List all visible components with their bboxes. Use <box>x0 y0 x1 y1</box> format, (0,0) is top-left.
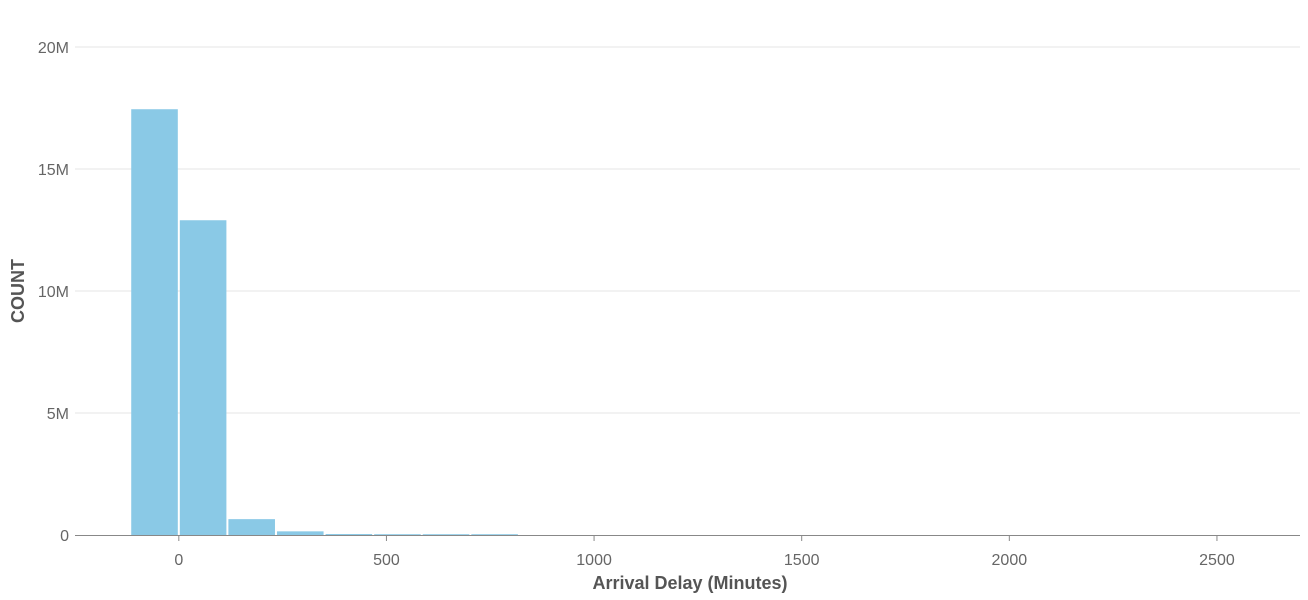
y-tick-label: 20M <box>38 40 69 57</box>
y-axis-title: COUNT <box>8 259 28 323</box>
histogram-bar <box>374 534 421 535</box>
histogram-bar <box>471 534 518 535</box>
x-tick-label: 2500 <box>1199 552 1235 569</box>
histogram-bar <box>325 534 373 535</box>
grid-lines <box>75 46 1300 414</box>
y-axis-tick-labels: 0 5M 10M 15M 20M <box>38 40 69 545</box>
y-tick-label: 10M <box>38 284 69 301</box>
x-tick-label: 500 <box>373 552 400 569</box>
y-tick-label: 15M <box>38 162 69 179</box>
x-tick-label: 0 <box>174 552 183 569</box>
histogram-bar <box>422 534 470 535</box>
histogram-bar <box>228 519 275 535</box>
histogram-bar <box>131 109 178 535</box>
x-tick-label: 1500 <box>784 552 820 569</box>
y-tick-label: 5M <box>47 406 69 423</box>
x-axis <box>75 535 1300 541</box>
y-tick-label: 0 <box>60 528 69 545</box>
histogram-bars <box>131 109 518 536</box>
x-axis-title: Arrival Delay (Minutes) <box>592 573 787 593</box>
histogram-bar <box>276 531 324 535</box>
x-tick-label: 2000 <box>992 552 1028 569</box>
x-tick-label: 1000 <box>576 552 612 569</box>
histogram-bar <box>179 220 227 536</box>
x-axis-tick-labels: 0 500 1000 1500 2000 2500 <box>174 552 1234 569</box>
